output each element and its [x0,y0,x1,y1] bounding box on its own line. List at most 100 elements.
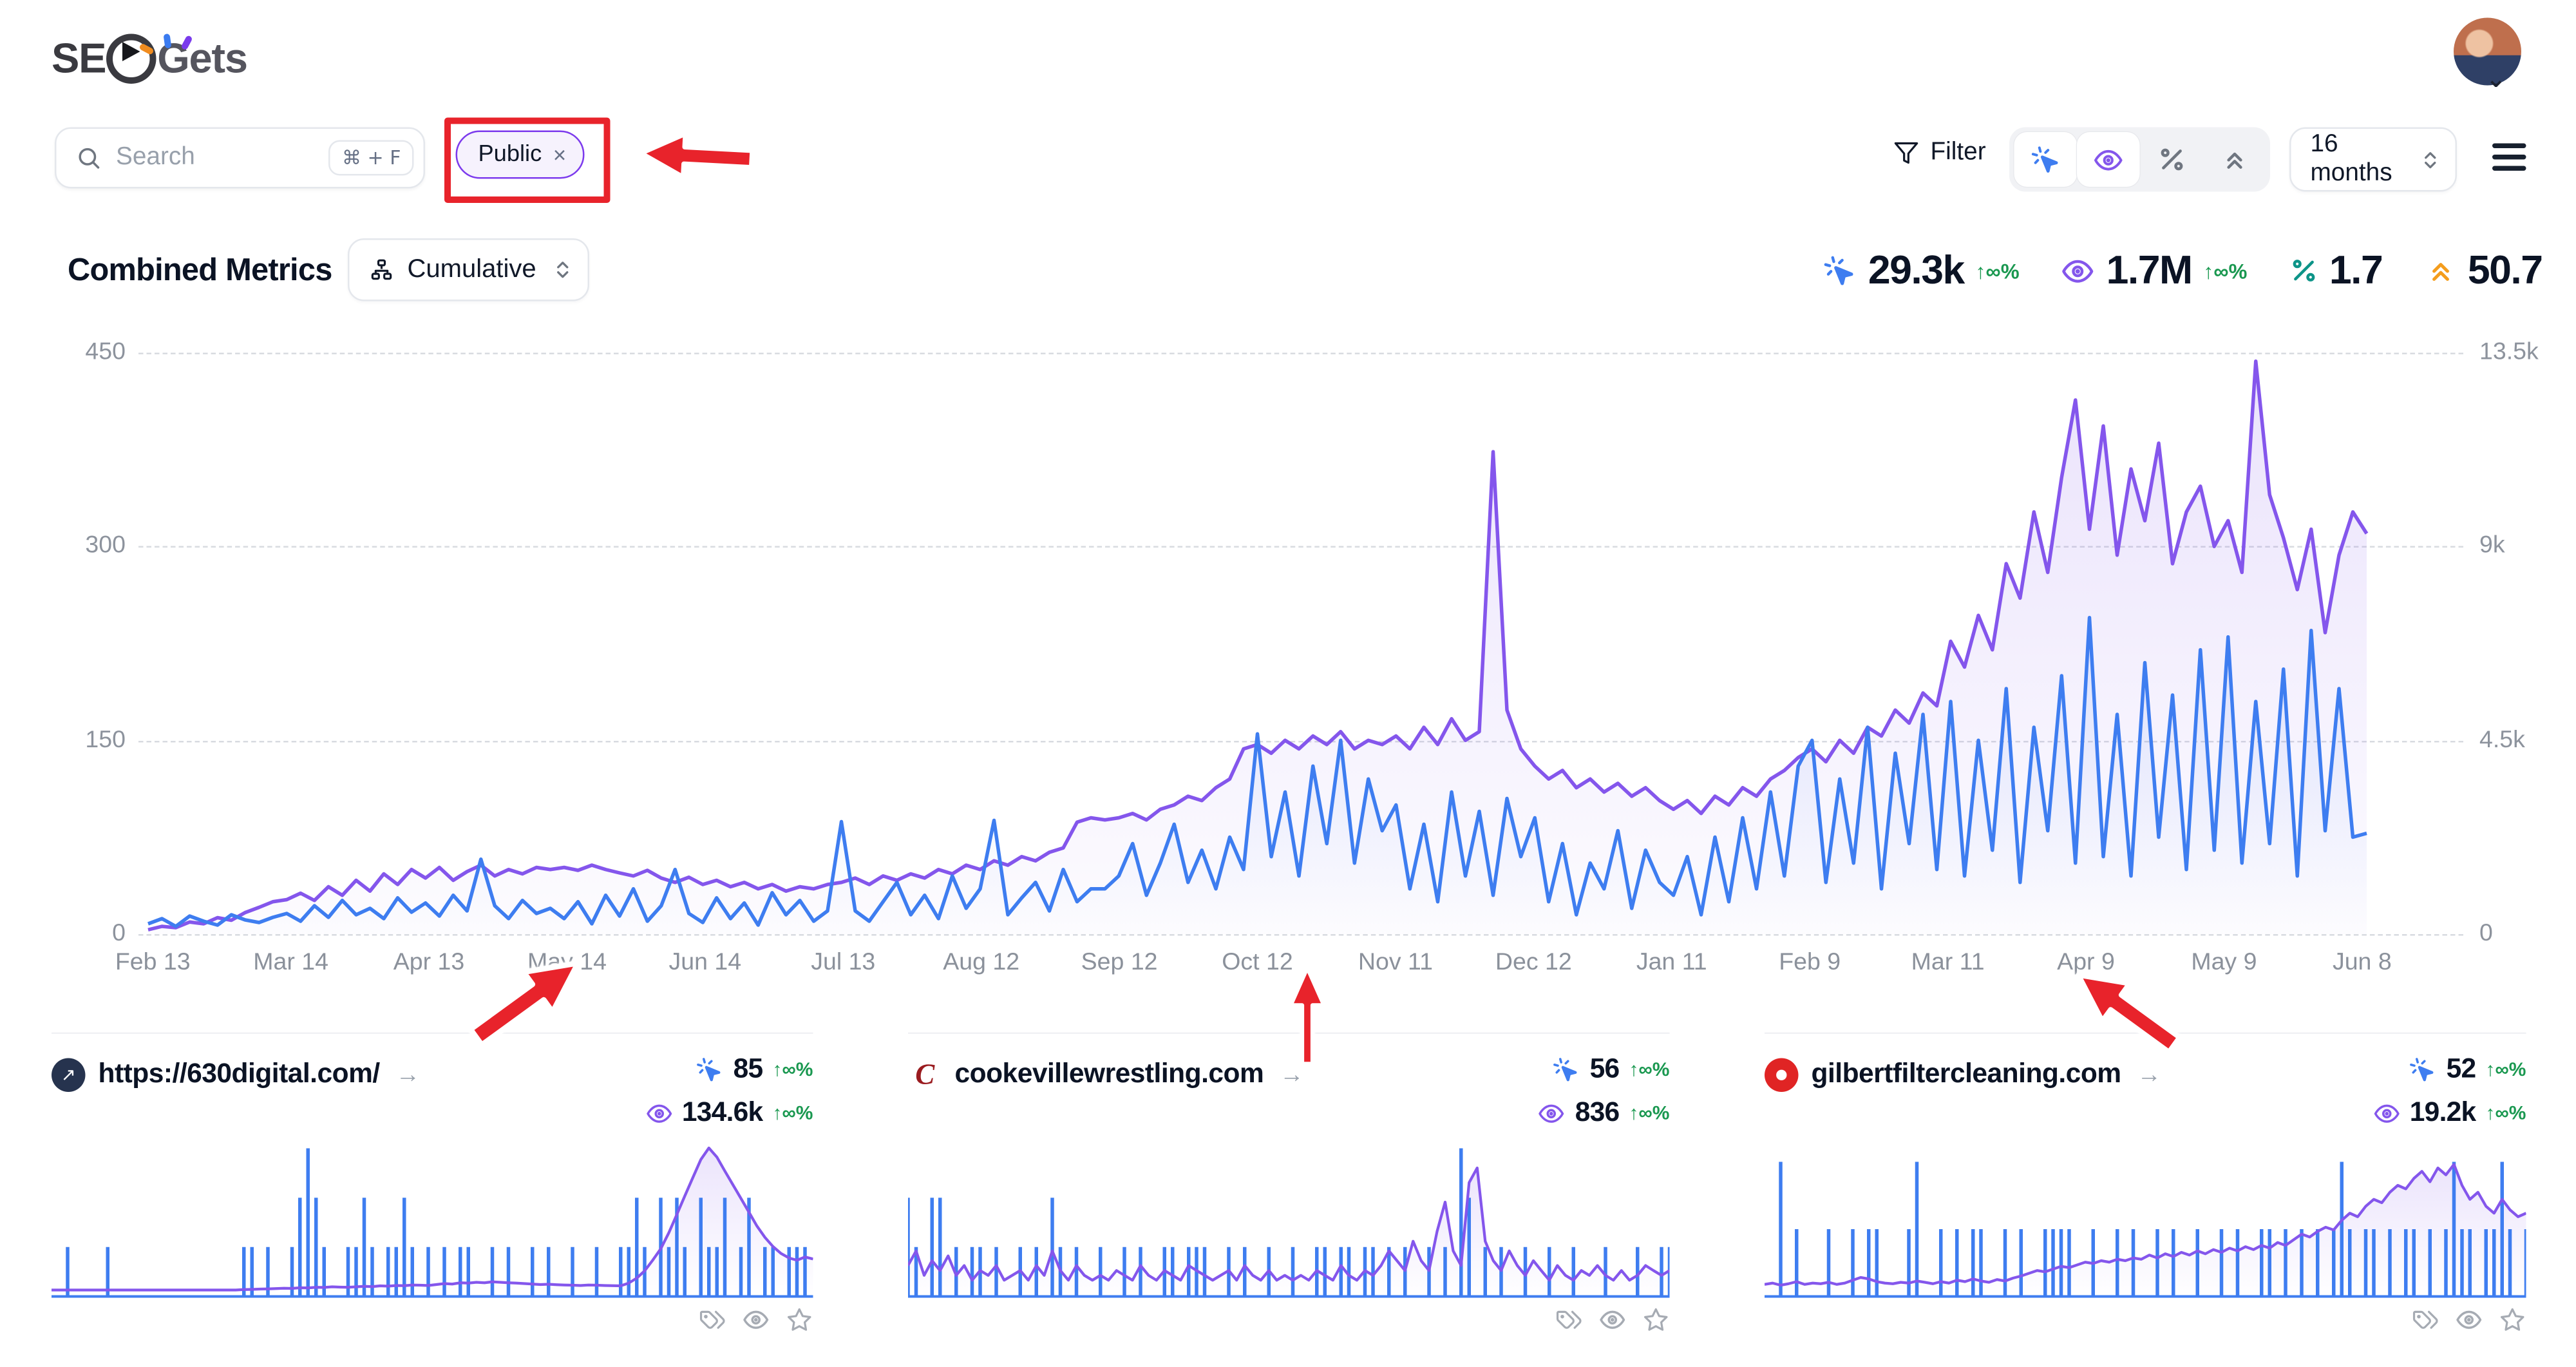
remove-tag-icon[interactable]: × [553,142,567,167]
y-axis-left-tick: 0 [112,919,126,948]
impressions-value: 134.6k [681,1096,763,1128]
eye-icon[interactable] [1599,1306,1627,1334]
toggle-clicks[interactable] [2014,132,2077,187]
toggle-impressions[interactable] [2077,132,2140,187]
updown-chevron-icon [2418,148,2443,172]
eye-icon [2061,254,2096,288]
impressions-value: 19.2k [2409,1096,2476,1128]
card-clicks: 56 ↑∞% [1553,1053,1670,1085]
eye-icon [2093,144,2124,175]
clicks-change: ↑∞% [772,1058,813,1081]
tags-icon[interactable] [699,1306,726,1334]
tags-icon[interactable] [1555,1306,1583,1334]
x-tick-label: Feb 9 [1779,948,1841,977]
x-tick-label: Jun 14 [668,948,742,977]
search-input[interactable]: Search ⌘ + F [55,127,425,189]
site-card[interactable]: gilbertfiltercleaning.com → 52 ↑∞% 19.2k… [1765,1032,2526,1334]
toggle-position[interactable] [2202,132,2266,187]
x-tick-label: Aug 12 [943,948,1020,977]
x-tick-label: Feb 13 [115,948,191,977]
x-tick-label: Dec 12 [1495,948,1572,977]
card-clicks: 52 ↑∞% [2409,1053,2526,1085]
star-icon[interactable] [1642,1306,1670,1334]
arrow-right-icon[interactable]: → [395,1060,421,1088]
eye-icon [645,1099,672,1127]
y-axis-right-tick: 0 [2479,919,2493,948]
avatar-chevron-down-icon[interactable]: ⌄ [2486,66,2506,94]
search-shortcut-badge: ⌘ + F [329,140,414,176]
site-mini-chart[interactable] [52,1143,813,1298]
clicks-icon [2409,1056,2437,1084]
site-cards-row: ↗ https://630digital.com/ → 85 ↑∞% 134.6… [52,1032,2526,1334]
arrow-right-icon[interactable]: → [1280,1060,1304,1088]
eye-icon [1538,1099,1566,1127]
clicks-value: 29.3k [1868,247,1965,292]
x-tick-label: Jun 8 [2332,948,2392,977]
site-url-link[interactable]: cookevillewrestling.com [954,1058,1264,1089]
x-axis-labels: Feb 13 Mar 14 Apr 13 May 14 Jun 14 Jul 13 Aug … [84,949,2431,977]
filter-tag-public[interactable]: Public × [455,130,584,179]
user-avatar[interactable] [2454,17,2521,86]
main-chart-plot[interactable] [142,353,2380,935]
chevrons-up-icon [2424,254,2456,287]
x-tick-label: Jul 13 [811,948,876,977]
app-logo[interactable]: SE Gets [52,26,248,90]
x-tick-label: May 9 [2191,948,2257,977]
x-tick-label: Apr 9 [2057,948,2115,977]
impressions-value: 836 [1575,1096,1620,1128]
y-axis-left-tick: 450 [85,338,126,366]
star-icon[interactable] [786,1306,813,1334]
logo-sparks-icon [138,33,198,57]
tags-icon[interactable] [2412,1306,2439,1334]
card-clicks: 85 ↑∞% [696,1053,813,1085]
logo-text-primary: SE [52,33,106,82]
site-mini-chart[interactable] [908,1143,1670,1298]
x-tick-label: Apr 13 [393,948,465,977]
star-icon[interactable] [2499,1306,2526,1334]
gridline [138,740,2463,742]
x-tick-label: Mar 11 [1911,948,1985,977]
filter-button[interactable]: Filter [1893,139,1986,167]
gridline [138,546,2463,548]
date-range-select[interactable]: 16 months [2289,127,2457,192]
site-card[interactable]: ↗ https://630digital.com/ → 85 ↑∞% 134.6… [52,1032,813,1334]
card-impressions: 19.2k ↑∞% [2372,1097,2526,1129]
combined-metrics-chart[interactable]: 450 300 150 0 13.5k 9k 4.5k 0 Feb 13 Mar … [0,338,2576,997]
clicks-icon [696,1056,724,1084]
percent-icon [2289,256,2318,285]
site-card[interactable]: C cookevillewrestling.com → 56 ↑∞% 836 ↑… [908,1032,1670,1334]
impressions-change: ↑∞% [1629,1102,1670,1124]
clicks-icon [1553,1056,1580,1084]
funnel-icon [1893,140,1919,166]
arrow-right-icon[interactable]: → [2137,1060,2162,1088]
eye-icon[interactable] [743,1306,770,1334]
site-favicon: ↗ [52,1057,86,1091]
filter-tag-label: Public [478,142,542,167]
x-tick-label: Sep 12 [1081,948,1158,977]
eye-icon [2372,1099,2400,1127]
aggregation-select[interactable]: Cumulative [348,238,589,301]
clicks-value: 52 [2446,1053,2477,1084]
site-favicon: C [915,1057,935,1090]
site-favicon [1765,1057,1799,1091]
site-mini-chart[interactable] [1765,1143,2526,1298]
site-url-link[interactable]: https://630digital.com/ [98,1058,381,1089]
clicks-change: ↑∞% [1975,258,2020,283]
toggle-ctr[interactable] [2140,132,2203,187]
summary-clicks: 29.3k ↑∞% [1823,247,2020,294]
card-impressions: 134.6k ↑∞% [645,1097,813,1129]
metric-toggle-group [2009,127,2270,192]
summary-ctr: 1.7 [2289,247,2383,294]
clicks-value: 56 [1589,1053,1620,1084]
clicks-icon [2031,144,2061,175]
eye-icon[interactable] [2456,1306,2483,1334]
x-tick-label: Nov 11 [1358,948,1433,977]
summary-position: 50.7 [2424,247,2543,294]
site-url-link[interactable]: gilbertfiltercleaning.com [1811,1058,2122,1089]
annotation-arrow-up-right [454,960,596,1048]
impressions-change: ↑∞% [2203,258,2248,283]
chevrons-up-icon [2219,145,2248,174]
annotation-arrow-up-left [2060,972,2198,1055]
menu-button[interactable] [2492,143,2526,177]
